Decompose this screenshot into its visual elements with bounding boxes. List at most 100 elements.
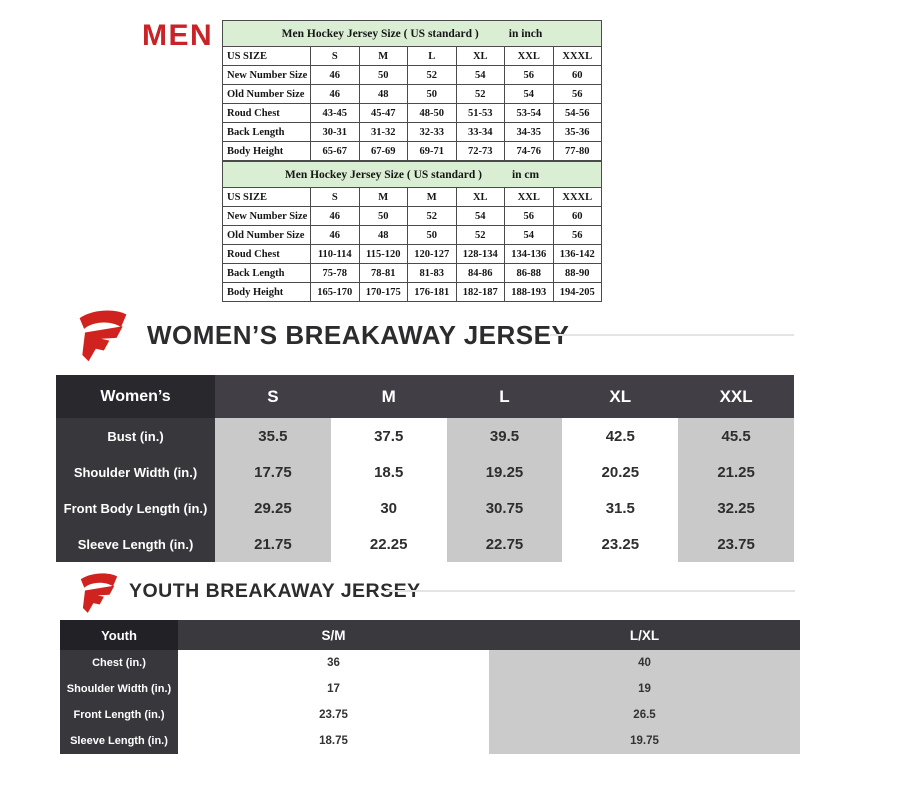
fanatics-logo-icon	[80, 573, 118, 613]
row-label: Sleeve Length (in.)	[56, 526, 215, 562]
size-cell: 48	[358, 84, 408, 104]
size-cell: 46	[310, 206, 360, 226]
size-value-cell: 42.5	[562, 418, 679, 454]
size-cell: 136-142	[552, 244, 602, 264]
size-cell: 86-88	[504, 263, 554, 283]
size-value-cell: 23.75	[178, 702, 489, 728]
size-cell: 31-32	[358, 122, 408, 142]
size-cell: 48	[358, 225, 408, 245]
size-cell: 69-71	[407, 141, 457, 161]
size-cell: 128-134	[455, 244, 505, 264]
size-value-cell: 17.75	[215, 454, 331, 490]
size-cell: 46	[310, 65, 360, 85]
size-cell: 43-45	[310, 103, 360, 123]
men-section-label: MEN	[142, 19, 214, 52]
size-value-cell: 18.75	[178, 728, 489, 754]
size-cell: 50	[358, 206, 408, 226]
size-cell: 182-187	[455, 282, 505, 302]
size-cell: 54	[504, 84, 554, 104]
women-size-table: Women’s S M L XL XXL Bust (in.) 35.5 37.…	[56, 375, 794, 562]
size-cell: 33-34	[455, 122, 505, 142]
row-label: Back Length	[222, 263, 311, 283]
row-label: New Number Size	[222, 65, 311, 85]
size-cell: 46	[310, 225, 360, 245]
size-value-cell: 29.25	[215, 490, 331, 526]
table-row: Body Height 165-170 170-175 176-181 182-187 1…	[222, 282, 602, 302]
column-header: XL	[562, 375, 679, 418]
size-cell: 54	[504, 225, 554, 245]
size-value-cell: 36	[178, 650, 489, 676]
row-label: Body Height	[222, 282, 311, 302]
size-value-cell: 19.75	[489, 728, 800, 754]
row-label: US SIZE	[222, 187, 311, 207]
size-cell: XXXL	[552, 46, 602, 66]
size-value-cell: 32.25	[678, 490, 794, 526]
size-cell: 120-127	[407, 244, 457, 264]
size-cell: 50	[407, 84, 457, 104]
size-cell: 56	[504, 65, 554, 85]
size-cell: 165-170	[310, 282, 360, 302]
size-cell: 75-78	[310, 263, 360, 283]
size-cell: 45-47	[358, 103, 408, 123]
men-size-tables: Men Hockey Jersey Size ( US standard ) in…	[222, 20, 602, 302]
size-cell: 72-73	[455, 141, 505, 161]
size-cell: 48-50	[407, 103, 457, 123]
youth-size-table: Youth S/M L/XL Chest (in.) 36 40 Shoulde…	[60, 620, 800, 754]
size-cell: 35-36	[552, 122, 602, 142]
size-cell: XXL	[504, 46, 554, 66]
size-cell: 110-114	[310, 244, 360, 264]
row-label: Roud Chest	[222, 244, 311, 264]
size-cell: 30-31	[310, 122, 360, 142]
column-header: XXL	[678, 375, 794, 418]
row-label: Shoulder Width (in.)	[56, 454, 215, 490]
row-label: Front Body Length (in.)	[56, 490, 215, 526]
size-value-cell: 21.75	[215, 526, 331, 562]
size-value-cell: 40	[489, 650, 800, 676]
size-value-cell: 19	[489, 676, 800, 702]
size-cell: XXXL	[552, 187, 602, 207]
unit-label: in cm	[511, 168, 540, 181]
size-cell: S	[310, 187, 360, 207]
table-row: US SIZE S M M XL XXL XXXL	[222, 187, 602, 207]
row-label: Back Length	[222, 122, 311, 142]
size-cell: 78-81	[358, 263, 408, 283]
divider-line	[386, 590, 795, 592]
size-cell: 56	[504, 206, 554, 226]
row-label: Chest (in.)	[60, 650, 178, 676]
row-label: Shoulder Width (in.)	[60, 676, 178, 702]
divider-line	[550, 334, 794, 336]
column-header: L/XL	[489, 620, 800, 650]
size-cell: 54	[455, 206, 505, 226]
size-cell: 65-67	[310, 141, 360, 161]
size-cell: 170-175	[358, 282, 408, 302]
size-cell: 115-120	[358, 244, 408, 264]
size-cell: 60	[552, 206, 602, 226]
size-value-cell: 18.5	[330, 454, 447, 490]
table-row: US SIZE S M L XL XXL XXXL	[222, 46, 602, 66]
size-value-cell: 22.75	[446, 526, 563, 562]
row-label: Bust (in.)	[56, 418, 215, 454]
size-value-cell: 30	[330, 490, 447, 526]
table-row: Body Height 65-67 67-69 69-71 72-73 74-76 77-8…	[222, 141, 602, 161]
size-cell: 67-69	[358, 141, 408, 161]
column-header: L	[446, 375, 563, 418]
size-cell: M	[358, 187, 408, 207]
table-title: Men Hockey Jersey Size ( US standard )	[281, 27, 479, 40]
size-value-cell: 22.25	[330, 526, 447, 562]
table-row: Back Length 75-78 78-81 81-83 84-86 86-88 88-9…	[222, 263, 602, 283]
row-label: Sleeve Length (in.)	[60, 728, 178, 754]
table-header: Men Hockey Jersey Size ( US standard ) in…	[222, 20, 602, 47]
table-row: Back Length 30-31 31-32 32-33 33-34 34-35 35-3…	[222, 122, 602, 142]
table-row: Roud Chest 110-114 115-120 120-127 128-134 13…	[222, 244, 602, 264]
size-cell: 60	[552, 65, 602, 85]
size-value-cell: 23.75	[678, 526, 794, 562]
size-cell: 52	[407, 206, 457, 226]
size-cell: 134-136	[504, 244, 554, 264]
size-cell: M	[358, 46, 408, 66]
youth-section-title: YOUTH BREAKAWAY JERSEY	[129, 580, 421, 602]
size-cell: 50	[407, 225, 457, 245]
size-cell: XXL	[504, 187, 554, 207]
table-title: Men Hockey Jersey Size ( US standard )	[284, 168, 482, 181]
column-header: Women’s	[56, 375, 215, 418]
